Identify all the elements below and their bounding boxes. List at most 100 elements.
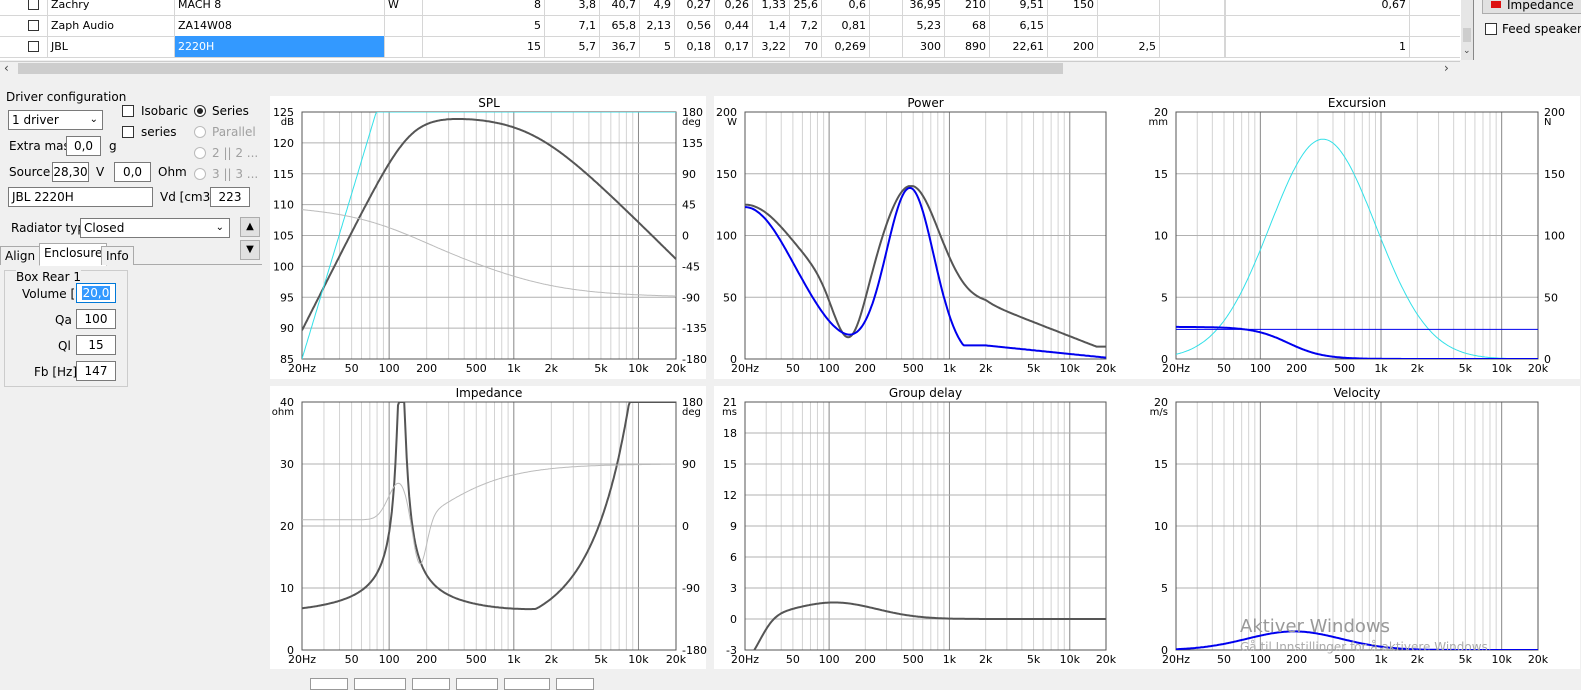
driver-table[interactable]: Zachry MACH 8 W 8 3,8 40,7 4,9 0,27 0,26 1,33 25,6… [0,0,1474,60]
bottom-control[interactable] [456,678,498,690]
tab-align[interactable]: Align [0,246,41,265]
x-tick-label: 10k [1491,653,1512,666]
x-tick-label: 10k [628,653,649,666]
up-down-arrows-icon[interactable]: ▲ [240,217,260,237]
checkbox-cell [0,0,48,15]
qa-input[interactable]: 100 [76,309,116,329]
cell-param: 210 [945,0,990,15]
parallel-radio[interactable] [194,126,206,138]
y-tick-label: 0 [1161,353,1168,366]
spl-curve [302,118,676,331]
y2-tick-label: -135 [682,322,707,335]
table-vertical-scrollbar[interactable]: ⌄ [1461,0,1473,60]
horizontal-scroll-thumb[interactable] [18,63,1063,74]
windows-watermark-text: Gå til Innstillinger for å aktivere Wind… [1240,640,1492,654]
radio-3x3-label: 3 || 3 ... [212,167,259,181]
impedance-button[interactable]: Impedance [1482,0,1581,14]
series-checkbox[interactable] [122,126,134,138]
y-tick-label: 9 [730,520,737,533]
graph-title: SPL [478,96,500,110]
cell-model[interactable]: 2220H [175,36,385,57]
vd-value: 223 [210,187,250,207]
cell-param: 3,8 [545,0,600,15]
y-tick-label: 5 [1161,582,1168,595]
x-tick-label: 100 [819,653,840,666]
cell-param: 0,27 [675,0,715,15]
graph-title: Velocity [1333,386,1380,400]
cell-param [1160,15,1225,36]
scroll-left-icon[interactable]: ‹ [4,61,9,75]
y-unit-label: dB [281,117,294,128]
series-checkbox-label: series [141,125,177,139]
source-resistance-input[interactable]: 0,0 [114,162,151,182]
cell-param: 5 [640,36,675,57]
row-checkbox[interactable] [28,41,39,52]
y-tick-label: 6 [730,551,737,564]
graphs-area: SPL 125 120 115 110 105 100 95 90 85 180 135 90 45 0 -4… [266,88,1581,687]
y2-tick-label: 50 [1544,291,1558,304]
x-tick-label: 2k [979,362,993,375]
source-voltage-input[interactable]: 28,30 [52,162,89,182]
fb-input[interactable]: 147 [76,361,116,381]
isobaric-checkbox[interactable] [122,105,134,117]
bottom-control[interactable] [354,678,406,690]
driver-count-select[interactable]: 1 driver ⌄ [8,110,103,130]
cell-param: 9,51 [990,0,1048,15]
voltage-unit: V [96,165,105,179]
bottom-control[interactable] [556,678,594,690]
graph-group-delay[interactable]: Group delay 21 18 15 12 9 6 3 0 -3 ms 20Hz 50 100 200 5… [714,386,1150,669]
volume-input[interactable]: 20,0 [76,283,116,303]
radio-2x2[interactable] [194,147,206,159]
x-tick-label: 20k [666,653,687,666]
row-checkbox[interactable] [28,20,39,31]
plot-frame [301,401,677,651]
table-row[interactable]: JBL 2220H 15 5,7 36,7 5 0,18 0,17 3,22 70 0,269 300… [0,36,1460,58]
x-tick-label: 50 [786,362,800,375]
cell-type [385,15,423,36]
graph-background [270,96,706,379]
table-row[interactable]: Zachry MACH 8 W 8 3,8 40,7 4,9 0,27 0,26 1,33 25,6… [0,0,1460,16]
y-tick-label: 105 [273,230,294,243]
bottom-control[interactable] [504,678,550,690]
graph-background [270,386,706,669]
feed-speaker-checkbox[interactable] [1485,23,1497,35]
cell-param [1098,15,1160,36]
graphs-svg[interactable]: SPL12512011511010510095908518013590450-4… [266,88,1581,687]
ql-input[interactable]: 15 [76,335,116,355]
bottom-control[interactable] [310,678,348,690]
row-checkbox[interactable] [28,0,39,10]
bottom-control[interactable] [412,678,450,690]
tab-info[interactable]: Info [101,246,134,265]
series-radio[interactable] [194,105,206,117]
collapse-arrows-icon[interactable]: ▼ [240,240,260,260]
y2-tick-label: 0 [1544,353,1551,366]
x-tick-label: 1k [507,362,521,375]
driver-count-value: 1 driver [12,113,59,127]
extra-mass-input[interactable]: 0,0 [66,136,101,156]
x-tick-label: 200 [416,362,437,375]
cell-brand: Zaph Audio [48,15,175,36]
fb-label: Fb [Hz] [34,365,78,379]
radiator-type-select[interactable]: Closed ⌄ [80,218,230,238]
x-tick-label: 2k [545,362,559,375]
impedance-phase-curve [302,463,676,565]
y-unit-label: ohm [272,407,294,418]
graph-spl[interactable]: SPL 125 120 115 110 105 100 95 90 85 180 135 90 45 0 -4… [270,96,707,379]
cell-brand: Zachry [48,0,175,15]
radio-3x3[interactable] [194,168,206,180]
y-tick-label: 10 [1154,520,1168,533]
x-tick-label: 50 [786,653,800,666]
vertical-scroll-thumb[interactable] [1463,28,1471,42]
qa-label: Qa [55,313,72,327]
scroll-down-icon[interactable]: ⌄ [1463,46,1471,56]
x-tick-label: 5k [1459,362,1473,375]
tab-enclosure[interactable]: Enclosure [39,243,108,266]
y2-tick-label: 135 [682,137,703,150]
scroll-right-icon[interactable]: › [1444,61,1449,75]
table-row[interactable]: Zaph Audio ZA14W08 5 7,1 65,8 2,13 0,56 0,44 1,4… [0,15,1460,37]
velocity-curve [1176,630,1538,650]
